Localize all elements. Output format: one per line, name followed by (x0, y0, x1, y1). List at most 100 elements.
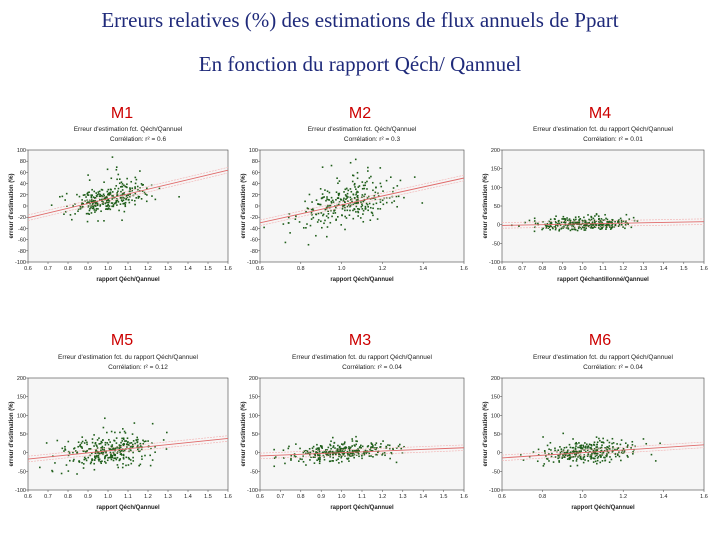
data-point (607, 221, 610, 224)
data-point (127, 456, 130, 459)
data-point (96, 195, 98, 198)
x-tick-label: 1.5 (204, 494, 212, 500)
confidence-upper-line (27, 167, 229, 216)
data-point (611, 437, 614, 440)
data-point (353, 182, 356, 185)
data-point (354, 445, 356, 447)
data-point (151, 195, 153, 197)
data-point (343, 191, 345, 193)
y-tick-label: 100 (491, 185, 500, 191)
y-tick-label: 80 (20, 159, 26, 165)
data-point (571, 225, 573, 228)
data-point (369, 448, 371, 451)
data-point (631, 440, 634, 443)
data-point (366, 445, 369, 448)
x-tick-label: 1.5 (204, 266, 212, 272)
data-point (95, 192, 98, 194)
data-point (421, 202, 424, 204)
data-point (351, 452, 353, 455)
data-point (114, 431, 116, 434)
data-point (342, 200, 345, 202)
data-point (561, 218, 563, 220)
data-point (312, 450, 315, 453)
data-point (609, 221, 611, 223)
data-point (104, 196, 107, 198)
y-tick-label: -50 (250, 469, 258, 475)
data-point (141, 190, 144, 192)
data-point (45, 442, 48, 444)
data-point (533, 217, 536, 220)
data-point (94, 455, 96, 457)
data-point (563, 221, 565, 223)
data-point (574, 447, 577, 449)
data-point (623, 451, 625, 454)
data-point (329, 455, 332, 458)
data-point (137, 188, 139, 191)
chart-panel-m6: Erreur d'estimation fct. du rapport Qéch… (480, 350, 710, 518)
data-point (598, 454, 601, 456)
confidence-upper-line (259, 174, 465, 221)
confidence-lower-line (501, 447, 705, 462)
data-point (596, 462, 598, 465)
data-point (357, 448, 359, 450)
data-point (114, 448, 117, 450)
data-point (119, 203, 122, 205)
data-point (340, 456, 343, 459)
data-point (357, 453, 360, 455)
data-point (103, 447, 105, 449)
data-point (112, 204, 115, 206)
data-point (357, 186, 360, 188)
data-point (304, 449, 307, 452)
correlation-label: Corrélation: r² = 0.12 (108, 364, 168, 371)
data-point (617, 447, 619, 450)
data-point (319, 188, 322, 190)
data-point (154, 198, 157, 201)
data-point (598, 437, 600, 440)
data-point (273, 448, 275, 451)
data-point (77, 441, 80, 444)
data-point (77, 210, 79, 212)
data-point (136, 436, 138, 439)
y-tick-label: 60 (20, 170, 26, 176)
data-point (608, 461, 611, 464)
data-point (131, 187, 134, 190)
data-point (569, 223, 572, 226)
data-point (383, 452, 386, 454)
data-point (549, 225, 551, 228)
data-point (319, 203, 322, 206)
data-point (324, 208, 327, 211)
data-point (361, 194, 364, 196)
data-point (134, 186, 136, 188)
data-point (89, 202, 91, 205)
data-point (566, 217, 568, 219)
data-point (127, 464, 130, 466)
data-point (382, 203, 385, 206)
x-axis-label: rapport Qéch/Qannuel (96, 277, 160, 283)
data-point (557, 220, 560, 223)
data-point (308, 447, 311, 450)
data-point (413, 176, 416, 178)
y-tick-label: -60 (250, 238, 258, 244)
data-point (116, 456, 119, 459)
data-point (372, 207, 374, 210)
y-tick-label: 50 (252, 432, 258, 438)
page-subtitle: En fonction du rapport Qéch/ Qannuel (198, 52, 522, 76)
data-point (333, 209, 336, 211)
data-point (579, 226, 582, 229)
x-tick-label: 1.0 (579, 494, 587, 500)
data-point (381, 454, 383, 456)
data-point (332, 460, 334, 462)
data-point (323, 456, 326, 458)
data-point (111, 198, 114, 200)
data-point (351, 180, 354, 183)
y-tick-label: 200 (17, 376, 26, 382)
data-point (541, 228, 543, 231)
data-point (336, 448, 339, 450)
data-point (341, 460, 343, 463)
data-point (345, 195, 348, 197)
data-point (100, 446, 102, 449)
data-point (146, 187, 148, 190)
regression-line (259, 447, 465, 457)
data-point (549, 218, 552, 221)
data-point (91, 441, 94, 444)
